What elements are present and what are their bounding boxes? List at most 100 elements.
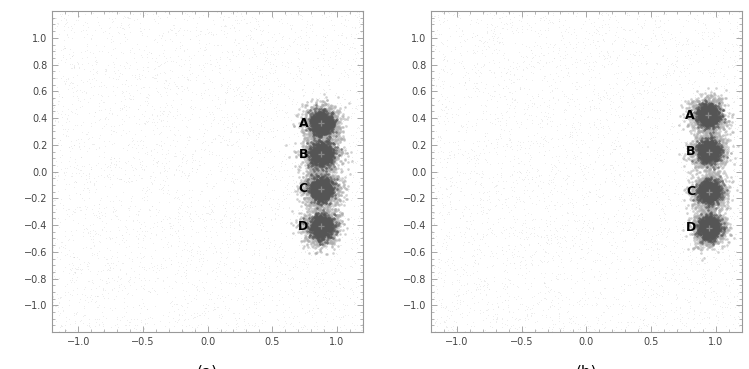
Point <box>700 108 712 114</box>
Point <box>311 148 323 154</box>
Point <box>289 188 301 194</box>
Point <box>269 216 281 222</box>
Point <box>254 285 266 291</box>
Point <box>703 225 715 231</box>
Point <box>333 181 345 187</box>
Point <box>539 270 551 276</box>
Point <box>319 202 331 208</box>
Point <box>698 118 710 124</box>
Point <box>320 182 332 187</box>
Point <box>311 232 323 238</box>
Point <box>706 145 718 151</box>
Point <box>566 61 578 67</box>
Point <box>321 152 333 158</box>
Point <box>716 243 728 249</box>
Point <box>700 154 712 159</box>
Point <box>698 235 710 241</box>
Point <box>706 222 718 228</box>
Point <box>314 213 326 218</box>
Point <box>336 146 348 152</box>
Point <box>712 193 724 199</box>
Point <box>701 133 713 139</box>
Point <box>314 193 326 199</box>
Point <box>732 124 744 130</box>
Point <box>92 255 104 261</box>
Point <box>709 182 721 188</box>
Point <box>323 184 335 190</box>
Point <box>206 208 218 214</box>
Point <box>124 29 136 35</box>
Point <box>688 103 700 109</box>
Point <box>317 227 329 233</box>
Point <box>701 226 713 232</box>
Point <box>699 224 711 230</box>
Point <box>696 146 708 152</box>
Point <box>694 118 706 124</box>
Point <box>481 159 493 165</box>
Point <box>311 153 323 159</box>
Point <box>219 28 231 34</box>
Point <box>313 148 325 154</box>
Point <box>691 117 703 123</box>
Point <box>316 187 328 193</box>
Point <box>706 184 718 190</box>
Point <box>684 249 696 255</box>
Point <box>704 189 716 195</box>
Point <box>703 154 715 160</box>
Point <box>317 113 329 119</box>
Point <box>710 200 722 206</box>
Point <box>698 115 710 121</box>
Point <box>549 100 561 106</box>
Point <box>700 21 712 27</box>
Point <box>710 247 722 253</box>
Point <box>709 154 721 159</box>
Point <box>700 232 712 238</box>
Point <box>142 315 154 321</box>
Point <box>312 194 324 200</box>
Point <box>207 42 219 48</box>
Point <box>699 139 711 145</box>
Point <box>706 101 718 107</box>
Point <box>712 151 724 157</box>
Point <box>710 134 722 140</box>
Point <box>316 147 328 153</box>
Point <box>703 241 715 246</box>
Point <box>526 117 538 123</box>
Point <box>706 196 718 201</box>
Point <box>708 108 720 114</box>
Point <box>309 194 321 200</box>
Point <box>317 225 329 231</box>
Point <box>703 111 715 117</box>
Point <box>318 189 330 195</box>
Point <box>685 259 697 265</box>
Point <box>313 190 325 196</box>
Point <box>321 123 333 129</box>
Point <box>712 110 724 116</box>
Point <box>699 193 711 199</box>
Point <box>327 117 339 123</box>
Point <box>727 75 739 81</box>
Point <box>706 145 718 151</box>
Point <box>655 61 667 66</box>
Point <box>699 121 711 127</box>
Point <box>703 234 715 240</box>
Point <box>318 121 330 127</box>
Point <box>346 314 358 320</box>
Point <box>315 125 327 131</box>
Point <box>703 115 715 121</box>
Point <box>706 100 718 106</box>
Point <box>718 194 730 200</box>
Point <box>282 42 294 48</box>
Point <box>309 124 321 130</box>
Point <box>342 167 354 173</box>
Point <box>326 121 338 127</box>
Point <box>123 255 135 261</box>
Point <box>694 195 706 201</box>
Point <box>306 188 318 194</box>
Point <box>694 161 706 167</box>
Point <box>506 146 518 152</box>
Point <box>318 230 330 236</box>
Point <box>319 176 331 182</box>
Point <box>236 97 248 103</box>
Point <box>704 227 716 233</box>
